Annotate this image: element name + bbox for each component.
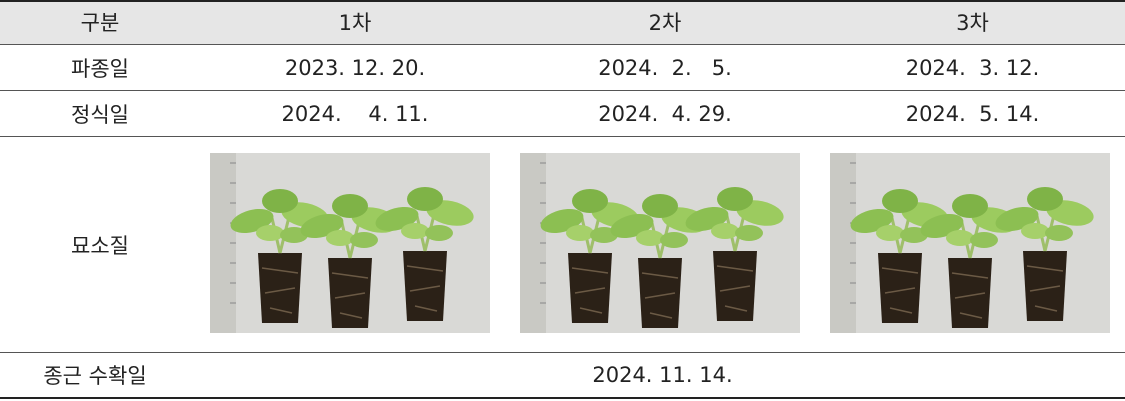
table-page: 구분 1차 2차 3차 파종일 2023. 12. 20. 2024. 2. 5… [0,0,1125,401]
seedling-photo [520,153,802,333]
bottom-rule [0,397,1125,399]
header-cell: 구분 [0,0,200,44]
seedling-photo [830,153,1110,333]
cell: 2024. 3. 12. [820,45,1125,90]
seedling-photo [210,153,490,333]
cell: 2024. 11. 14. [200,353,1125,397]
header-cell: 2차 [510,0,820,44]
row-label: 묘소질 [0,137,200,352]
cell: 2024. 2. 5. [510,45,820,90]
cell: 2023. 12. 20. [200,45,510,90]
header-cell: 1차 [200,0,510,44]
cell: 2024. 4. 11. [200,91,510,136]
row-label: 종근 수확일 [0,353,190,397]
cell: 2024. 5. 14. [820,91,1125,136]
header-cell: 3차 [820,0,1125,44]
row-label: 파종일 [0,45,200,90]
row-label: 정식일 [0,91,200,136]
cell: 2024. 4. 29. [510,91,820,136]
